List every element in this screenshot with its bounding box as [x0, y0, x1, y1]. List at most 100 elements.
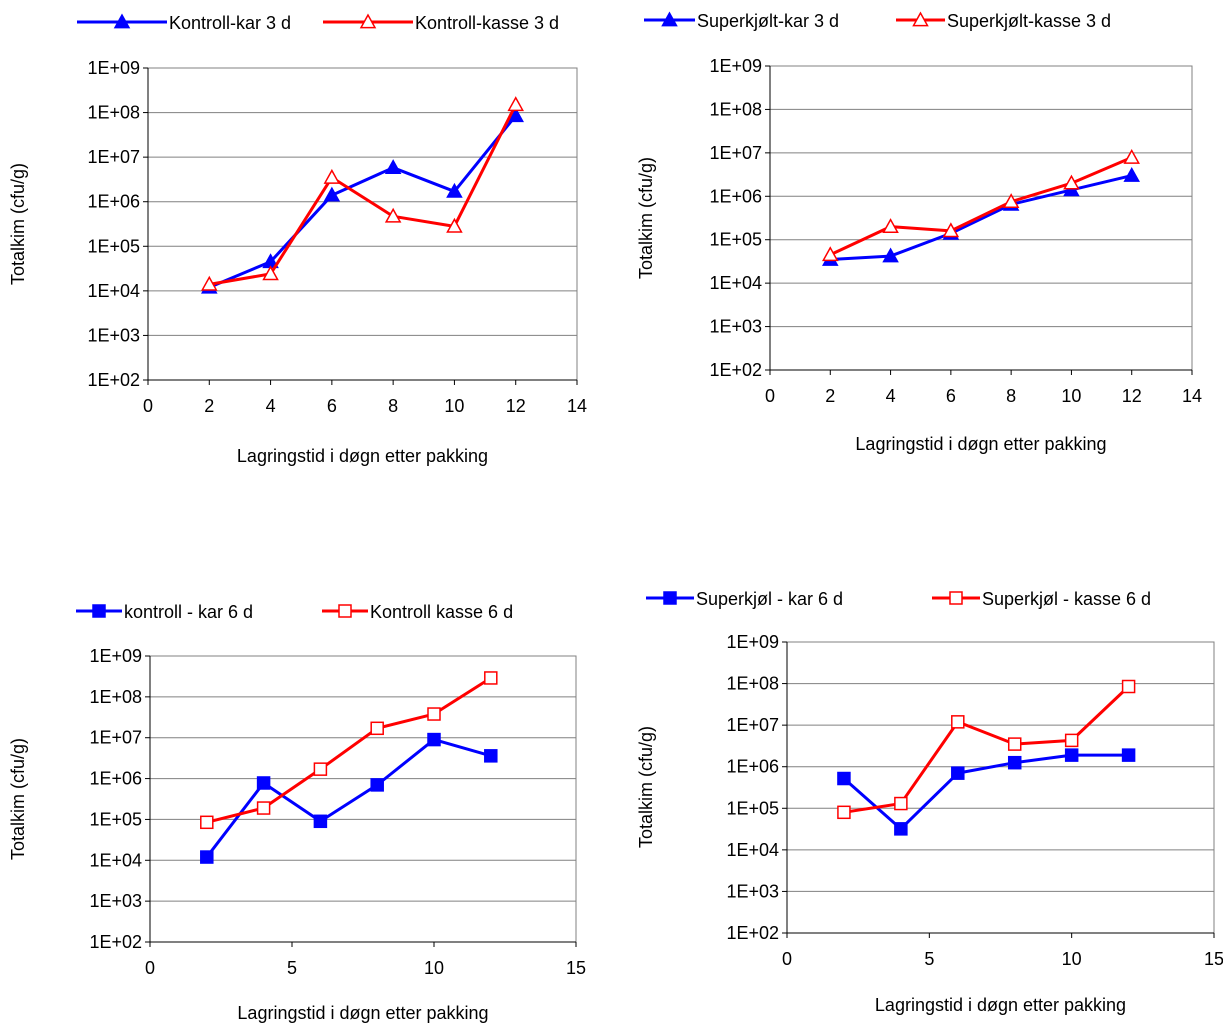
series-line: [843, 685, 1130, 814]
data-point: [313, 814, 328, 829]
data-point: [484, 749, 498, 763]
y-tick-label: 1E+09: [89, 646, 142, 666]
y-tick-label: 1E+05: [89, 809, 142, 829]
legend-label: Superkjølt-kar 3 d: [697, 11, 839, 31]
legend-marker: [338, 604, 352, 618]
data-point: [507, 96, 524, 112]
series-2: [822, 148, 1140, 262]
data-point: [1123, 148, 1140, 164]
legend-label: Kontroll-kar 3 d: [169, 13, 291, 33]
y-tick-label: 1E+04: [87, 281, 140, 301]
x-tick-label: 4: [886, 386, 896, 406]
data-point: [323, 186, 341, 202]
data-point: [507, 107, 524, 123]
data-point: [894, 796, 908, 811]
y-tick-label: 1E+02: [87, 370, 140, 390]
legend-label: kontroll - kar 6 d: [124, 602, 253, 622]
series-line: [205, 738, 492, 858]
legend-marker: [949, 591, 963, 605]
chart-3: 1E+02 1E+03 1E+04 1E+05 1E+06 1E+07 1E+08 1E+09…: [8, 602, 586, 1023]
data-point: [882, 247, 899, 263]
data-point: [1064, 748, 1079, 762]
plot-area: [147, 67, 578, 381]
y-tick-label: 1E+02: [726, 923, 779, 943]
x-axis-title: Lagringstid i døgn etter pakking: [237, 446, 488, 466]
x-tick-label: 4: [266, 396, 276, 416]
data-point: [882, 218, 899, 233]
x-tick-label: 8: [388, 396, 398, 416]
data-point: [256, 801, 271, 815]
x-tick-label: 15: [1204, 949, 1223, 969]
series-line: [829, 156, 1133, 257]
series-1: [837, 748, 1136, 836]
data-point: [1002, 193, 1020, 209]
data-point: [1063, 174, 1080, 190]
legend-marker: [663, 591, 677, 605]
legend-marker: [92, 604, 106, 618]
legend-label: Kontroll kasse 6 d: [370, 602, 513, 622]
legend-marker: [113, 13, 131, 29]
y-tick-label: 1E+07: [89, 728, 142, 748]
x-tick-label: 14: [567, 396, 587, 416]
y-axis-title: Totalkim (cfu/g): [8, 163, 28, 285]
legend-entry-2: Kontroll-kasse 3 d: [323, 13, 559, 33]
x-tick-label: 8: [1006, 386, 1016, 406]
data-point: [313, 762, 328, 776]
data-point: [384, 159, 402, 175]
y-tick-label: 1E+07: [709, 143, 762, 163]
x-tick-label: 0: [143, 396, 153, 416]
data-point: [446, 217, 463, 233]
data-point: [1064, 733, 1079, 748]
data-point: [1121, 679, 1136, 694]
legend-entry-1: kontroll - kar 6 d: [76, 602, 253, 622]
y-tick-label: 1E+06: [726, 757, 779, 777]
x-tick-label: 10: [1061, 386, 1081, 406]
data-point: [427, 707, 441, 721]
legend-label: Superkjøl - kar 6 d: [696, 589, 843, 609]
legend-label: Superkjølt-kasse 3 d: [947, 11, 1111, 31]
x-axis-title: Lagringstid i døgn etter pakking: [237, 1003, 488, 1023]
y-axis-title: Totalkim (cfu/g): [636, 157, 656, 279]
data-point: [201, 275, 218, 291]
chart-1: 1E+02 1E+03 1E+04 1E+05 1E+06 1E+07 1E+08 1E+09…: [8, 13, 587, 466]
y-axis-title: Totalkim (cfu/g): [8, 738, 28, 860]
x-tick-label: 2: [204, 396, 214, 416]
chart-4: 1E+02 1E+03 1E+04 1E+05 1E+06 1E+07 1E+08 1E+09…: [636, 589, 1223, 1015]
x-tick-label: 0: [782, 949, 792, 969]
data-point: [427, 732, 441, 747]
legend-entry-2: Superkjøl - kasse 6 d: [932, 589, 1151, 609]
x-tick-label: 0: [765, 386, 775, 406]
y-tick-label: 1E+04: [726, 840, 779, 860]
x-tick-label: 2: [825, 386, 835, 406]
y-axis-title: Totalkim (cfu/g): [636, 726, 656, 848]
series-line: [208, 114, 517, 289]
x-tick-label: 6: [946, 386, 956, 406]
series-2: [200, 671, 498, 830]
y-tick-label: 1E+08: [709, 99, 762, 119]
plot-area: [149, 655, 577, 943]
legend-label: Kontroll-kasse 3 d: [415, 13, 559, 33]
data-point: [951, 766, 965, 780]
x-tick-label: 5: [924, 949, 934, 969]
data-point: [1123, 167, 1140, 182]
data-point: [256, 776, 271, 790]
x-axis-title: Lagringstid i døgn etter pakking: [855, 434, 1106, 454]
data-point: [822, 246, 839, 262]
x-tick-label: 14: [1182, 386, 1202, 406]
legend-marker: [359, 13, 377, 29]
series-1: [200, 732, 498, 864]
data-point: [384, 207, 402, 223]
y-tick-label: 1E+09: [726, 632, 779, 652]
y-tick-label: 1E+05: [726, 798, 779, 818]
x-tick-label: 0: [145, 958, 155, 978]
data-point: [837, 771, 851, 786]
y-tick-label: 1E+03: [726, 881, 779, 901]
x-tick-label: 10: [424, 958, 444, 978]
y-tick-label: 1E+06: [87, 192, 140, 212]
y-tick-label: 1E+05: [709, 230, 762, 250]
data-point: [484, 671, 498, 685]
y-tick-label: 1E+09: [709, 56, 762, 76]
data-point: [837, 805, 851, 820]
series-line: [209, 104, 518, 286]
data-point: [200, 850, 214, 864]
